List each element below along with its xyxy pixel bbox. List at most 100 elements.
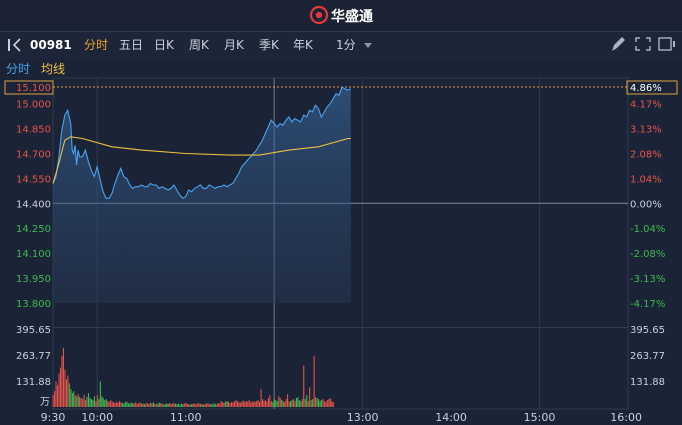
volume-bar [275,400,277,407]
pct-tick-label: -1.04% [630,224,665,235]
time-tick-label: 10:00 [81,411,113,424]
volume-bar [101,396,103,407]
volume-bar [167,403,169,407]
volume-bar [226,401,228,407]
volume-bar [278,396,280,407]
volume-bar [219,403,221,407]
volume-bar [197,403,199,407]
toolbar [0,31,682,59]
volume-bar [329,398,331,407]
price-tick-label: 15.000 [16,100,51,111]
time-tick-label: 13:00 [347,411,379,424]
interval-select[interactable]: 1分 [336,38,356,52]
volume-bar [62,347,64,407]
volume-bar [65,379,67,407]
volume-bar [241,401,243,407]
volume-bar [223,402,225,407]
tab-5[interactable]: 月K [224,38,245,52]
volume-bar [332,402,334,407]
volume-bar [92,400,94,407]
volume-bar [259,401,261,407]
volume-bar [160,403,162,407]
volume-bar [331,401,333,407]
volume-bar [229,403,231,407]
volume-bar [253,402,255,407]
tab-6[interactable]: 季K [259,38,280,52]
volume-bar [98,399,100,407]
volume-bar [238,402,240,407]
tab-2[interactable]: 五日 [119,38,143,52]
volume-bar [105,399,107,407]
volume-bar [108,402,110,407]
tab-7[interactable]: 年K [293,38,314,52]
volume-bar [60,367,62,407]
price-tick-label: 13.950 [16,274,51,285]
panel-toggle-icon[interactable] [8,38,21,52]
volume-bar [263,401,265,407]
volume-bar [260,389,262,407]
volume-bar [86,397,88,407]
time-tick-label: 16:00 [610,411,642,424]
volume-bar [124,402,126,407]
volume-tick-label-left: 131.88 [16,377,51,388]
avg-series-line [52,136,351,184]
tab-1[interactable]: 分时 [84,38,108,52]
volume-bar [295,398,297,407]
pct-tick-label: 4.17% [630,100,662,111]
volume-bar [313,355,315,407]
price-tick-label: 14.700 [16,149,51,160]
volume-bar [294,401,296,407]
volume-bar [323,401,325,407]
volume-bar [67,375,69,407]
volume-bar [133,403,135,407]
volume-bar [175,403,177,407]
volume-bar [220,401,222,407]
volume-bar [276,401,278,407]
volume-bar [185,403,187,407]
dropdown-caret-icon[interactable] [364,43,372,48]
volume-bar [179,404,181,407]
time-tick-label: 9:30 [41,411,66,424]
volume-bar [151,403,153,407]
volume-bar [68,383,70,407]
volume-bar [298,400,300,407]
volume-bar [266,401,268,407]
volume-bar [90,399,92,407]
volume-bar [318,399,320,407]
volume-bar [326,400,328,407]
pct-tick-label: 2.08% [630,149,662,160]
pct-tick-label: 4.86% [630,83,662,94]
volume-bar [161,403,163,407]
volume-bar [180,403,182,407]
volume-bar [163,404,165,407]
pct-tick-label: 1.04% [630,174,662,185]
volume-bar [114,402,116,407]
volume-bar [216,404,218,407]
volume-bar [191,404,193,407]
volume-bar [203,404,205,407]
expand-icon[interactable] [635,37,651,51]
grid-icon[interactable] [658,37,675,51]
volume-bar [88,393,90,407]
current-price-box [4,80,54,95]
tab-3[interactable]: 日K [154,38,175,52]
volume-bar [116,401,118,407]
volume-bar [54,391,56,407]
volume-bar [141,403,143,407]
volume-bar [61,355,63,407]
volume-bar [117,403,119,407]
volume-bar [269,395,271,407]
volume-bar [245,401,247,407]
volume-bar [201,404,203,407]
price-tick-label: 14.550 [16,174,51,185]
volume-bar [205,403,207,407]
volume-bar [74,395,76,407]
current-pct-box [626,80,678,95]
tab-4[interactable]: 周K [189,38,210,52]
volume-bar [96,395,98,407]
volume-bar [272,402,274,407]
edit-icon[interactable] [612,37,625,51]
price-area-fill [53,87,351,303]
volume-bar [130,402,132,407]
volume-bar [176,404,178,407]
